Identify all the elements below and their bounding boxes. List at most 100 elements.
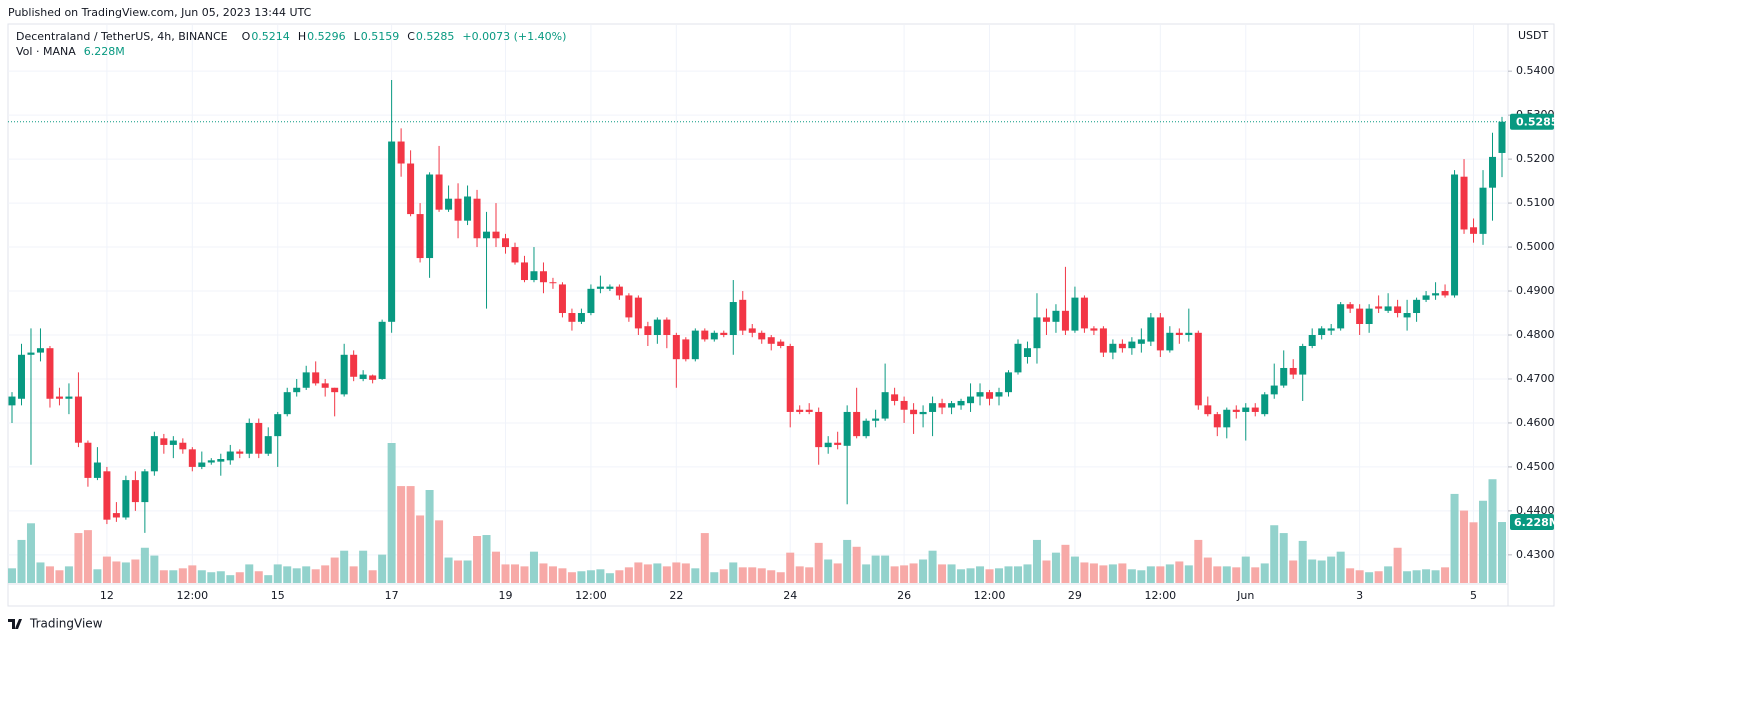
y-tick-label: 0.5100 xyxy=(1516,196,1555,209)
x-tick-label: 5 xyxy=(1470,589,1477,602)
volume-bar xyxy=(368,570,377,583)
candle-body xyxy=(1194,332,1202,406)
volume-bar xyxy=(814,542,823,583)
volume-bar xyxy=(1118,563,1127,583)
volume-bar xyxy=(681,563,690,583)
published-note: Published on TradingView.com, Jun 05, 20… xyxy=(8,6,312,19)
candle-body xyxy=(929,403,937,412)
candle-body xyxy=(729,302,737,335)
candle-body xyxy=(777,341,785,346)
volume-bar xyxy=(245,564,254,583)
candle-body xyxy=(739,299,747,331)
candle-body xyxy=(1394,306,1402,314)
candle-body xyxy=(226,451,234,461)
x-tick-label: 12:00 xyxy=(1144,589,1176,602)
volume-bar xyxy=(1260,563,1269,583)
volume-bar xyxy=(1165,564,1174,583)
candle-body xyxy=(1099,328,1107,353)
volume-bar xyxy=(1089,563,1098,583)
volume-bar xyxy=(216,571,225,583)
volume-bar xyxy=(529,551,538,583)
candle-body xyxy=(169,440,177,445)
candle-body xyxy=(502,238,510,248)
volume-bar xyxy=(302,566,311,583)
volume-bar xyxy=(387,443,396,583)
legend-letter: O xyxy=(242,30,251,43)
candle-body xyxy=(473,198,481,239)
volume-bar xyxy=(1175,561,1184,583)
volume-bar xyxy=(719,569,728,583)
candle-body xyxy=(1175,332,1183,335)
volume-bar xyxy=(662,566,671,583)
volume-bar xyxy=(1156,566,1165,583)
volume-value: 6.228M xyxy=(84,45,125,58)
legend-letter: C xyxy=(407,30,415,43)
volume-bar xyxy=(738,567,747,583)
candle-body xyxy=(995,392,1003,397)
y-tick-label: 0.4400 xyxy=(1516,504,1555,517)
volume-bar xyxy=(17,539,26,583)
volume-bar xyxy=(292,568,301,583)
candle-body xyxy=(46,348,54,399)
candle-body xyxy=(805,409,813,412)
volume-bar xyxy=(786,552,795,583)
price-label-bg xyxy=(1510,113,1554,130)
volume-bar xyxy=(1488,479,1497,583)
y-tick-label: 0.4900 xyxy=(1516,284,1555,297)
candle-body xyxy=(1204,405,1212,415)
candle-body xyxy=(378,321,386,379)
candle-body xyxy=(1071,297,1079,331)
candle-body xyxy=(1061,310,1069,331)
candle-body xyxy=(1308,335,1316,346)
axes: 0.4300 0.4400 0.4500 0.4600 0.4700 0.4800 0.49… xyxy=(8,64,1560,602)
volume-bar xyxy=(359,550,368,583)
volume-bar xyxy=(558,568,567,583)
candle-body xyxy=(369,375,377,380)
volume-bar xyxy=(273,564,282,583)
volume-bar xyxy=(510,564,519,583)
volume-bar xyxy=(102,556,111,583)
volume-bar xyxy=(890,566,899,583)
volume-bar xyxy=(425,490,434,583)
candle-body xyxy=(691,330,699,360)
candle-body xyxy=(188,449,196,467)
candle-body xyxy=(103,471,111,520)
volume-title: Vol · MANA xyxy=(16,45,76,58)
volume-bar xyxy=(966,568,975,583)
candle-body xyxy=(1251,407,1259,412)
footer-logo: TradingView xyxy=(8,617,103,631)
volume-bar xyxy=(1251,567,1260,583)
volume-bar xyxy=(178,568,187,583)
volume-bar xyxy=(1270,525,1279,583)
candle-body xyxy=(302,372,310,388)
volume-bar xyxy=(1051,552,1060,583)
volume-bar xyxy=(1384,566,1393,583)
volume-bar xyxy=(235,572,244,583)
volume-label-bg xyxy=(1510,514,1554,531)
candle-body xyxy=(967,396,975,404)
candle-body xyxy=(530,271,538,281)
candle-body xyxy=(1451,174,1459,296)
volume-bar xyxy=(748,567,757,583)
y-tick-label: 0.4300 xyxy=(1516,548,1555,561)
volume-bar xyxy=(188,565,197,583)
candle-body xyxy=(27,352,35,355)
volume-bar xyxy=(624,567,633,583)
volume-bar xyxy=(121,562,130,583)
volume-bar xyxy=(805,567,814,583)
volume-bar xyxy=(1441,567,1450,583)
candle-body xyxy=(1403,313,1411,318)
candle-body xyxy=(672,335,680,360)
volume-bar xyxy=(406,486,415,583)
candle-body xyxy=(549,282,557,284)
volume-bar xyxy=(1070,556,1079,583)
candle-body xyxy=(1318,328,1326,335)
candle-body xyxy=(93,462,101,478)
candle-body xyxy=(8,396,16,406)
volume-bar xyxy=(1222,566,1231,583)
volume-bar xyxy=(1194,539,1203,583)
candle-body xyxy=(312,372,320,384)
candle-body xyxy=(606,286,614,289)
volume-bar xyxy=(1099,565,1108,583)
